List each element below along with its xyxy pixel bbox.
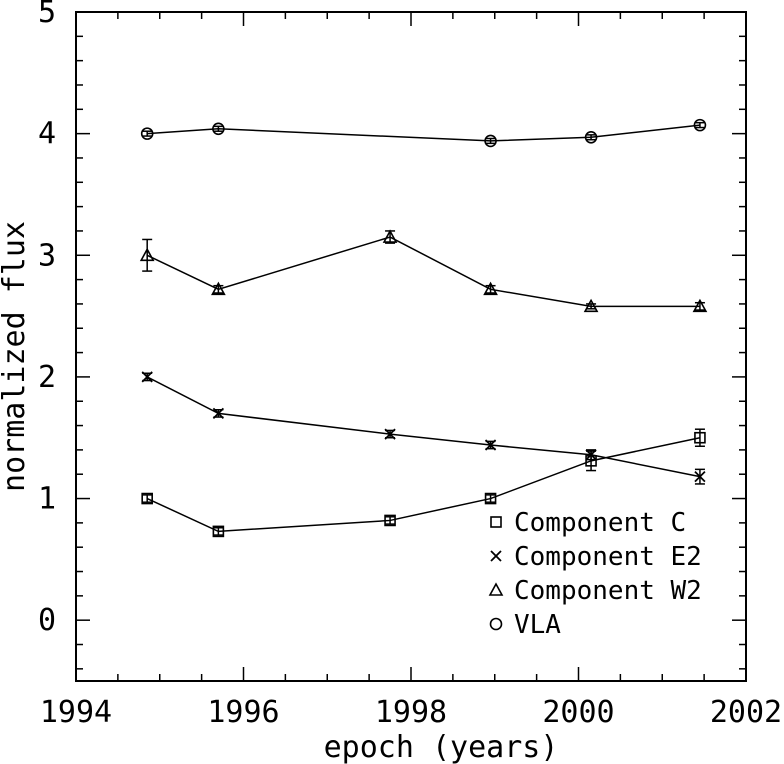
series-vla <box>140 118 707 148</box>
y-tick-label: 2 <box>38 360 56 395</box>
x-tick-label: 1994 <box>40 695 112 730</box>
error-bar <box>586 303 597 310</box>
data-point <box>484 439 497 451</box>
data-point <box>694 431 706 444</box>
data-point <box>693 118 707 132</box>
data-point <box>384 428 396 440</box>
marker-stroke <box>141 371 153 383</box>
x-tick-label: 1998 <box>375 695 447 730</box>
marker-stroke <box>212 407 225 420</box>
series-component-w2 <box>139 229 708 313</box>
error-bar <box>694 301 705 311</box>
legend-marker <box>488 582 504 596</box>
error-bar <box>586 134 597 141</box>
marker-stroke <box>490 550 502 562</box>
data-point <box>583 298 599 313</box>
error-bar <box>485 284 496 294</box>
data-point <box>212 122 225 136</box>
legend-item-vla: VLA <box>489 610 561 640</box>
data-point <box>484 134 497 148</box>
series-line <box>146 236 700 308</box>
legend-label: Component W2 <box>514 576 702 606</box>
data-point <box>692 298 708 313</box>
error-bar <box>485 494 496 503</box>
x-tick-label: 2002 <box>710 695 782 730</box>
data-point <box>139 247 155 262</box>
data-point <box>141 371 153 383</box>
series-component-e2 <box>141 371 706 485</box>
data-point <box>585 455 597 467</box>
legend-item-component-c: Component C <box>490 508 686 538</box>
x-tick-label: 2000 <box>542 695 614 730</box>
data-point <box>384 514 396 527</box>
error-bar <box>213 125 224 132</box>
error-bar <box>385 516 396 525</box>
x-axis-label: epoch (years) <box>324 730 559 764</box>
y-tick-label: 5 <box>38 0 56 30</box>
data-point <box>212 525 225 538</box>
error-bar <box>586 450 597 472</box>
y-tick-label: 3 <box>38 238 56 273</box>
y-tick-label: 4 <box>38 117 56 152</box>
data-point <box>212 407 225 420</box>
legend-marker <box>490 516 502 528</box>
marker-stroke <box>484 439 497 451</box>
series-component-c <box>141 428 706 538</box>
data-point <box>483 281 498 296</box>
error-bar <box>485 137 496 145</box>
data-point <box>382 229 398 243</box>
data-point <box>584 130 598 144</box>
error-bar <box>694 121 705 129</box>
error-bar <box>142 238 153 272</box>
marker-stroke <box>694 471 706 483</box>
series-line <box>147 124 701 142</box>
legend-item-component-e2: Component E2 <box>490 542 702 572</box>
legend-marker <box>489 617 503 631</box>
y-tick-label: 1 <box>38 482 56 517</box>
legend-marker <box>490 550 502 562</box>
marker-stroke <box>384 428 396 440</box>
series-line <box>146 436 701 533</box>
data-point <box>141 492 153 505</box>
error-bar <box>213 284 224 294</box>
legend-label: Component E2 <box>514 542 702 572</box>
series-line <box>146 376 701 478</box>
y-axis-label: normalized flux <box>0 221 32 492</box>
error-bar <box>213 526 224 536</box>
data-point <box>211 281 226 296</box>
data-point <box>694 471 706 483</box>
data-point <box>484 492 497 505</box>
x-tick-label: 1996 <box>207 695 279 730</box>
legend-label: Component C <box>514 508 686 538</box>
legend-item-component-w2: Component W2 <box>488 576 702 606</box>
y-tick-label: 0 <box>38 603 56 638</box>
legend: Component C Component E2 Component W2 VLA <box>488 508 702 640</box>
legend-label: VLA <box>514 610 561 640</box>
data-point <box>140 127 154 140</box>
error-bar <box>142 130 153 137</box>
error-bar <box>142 494 153 503</box>
